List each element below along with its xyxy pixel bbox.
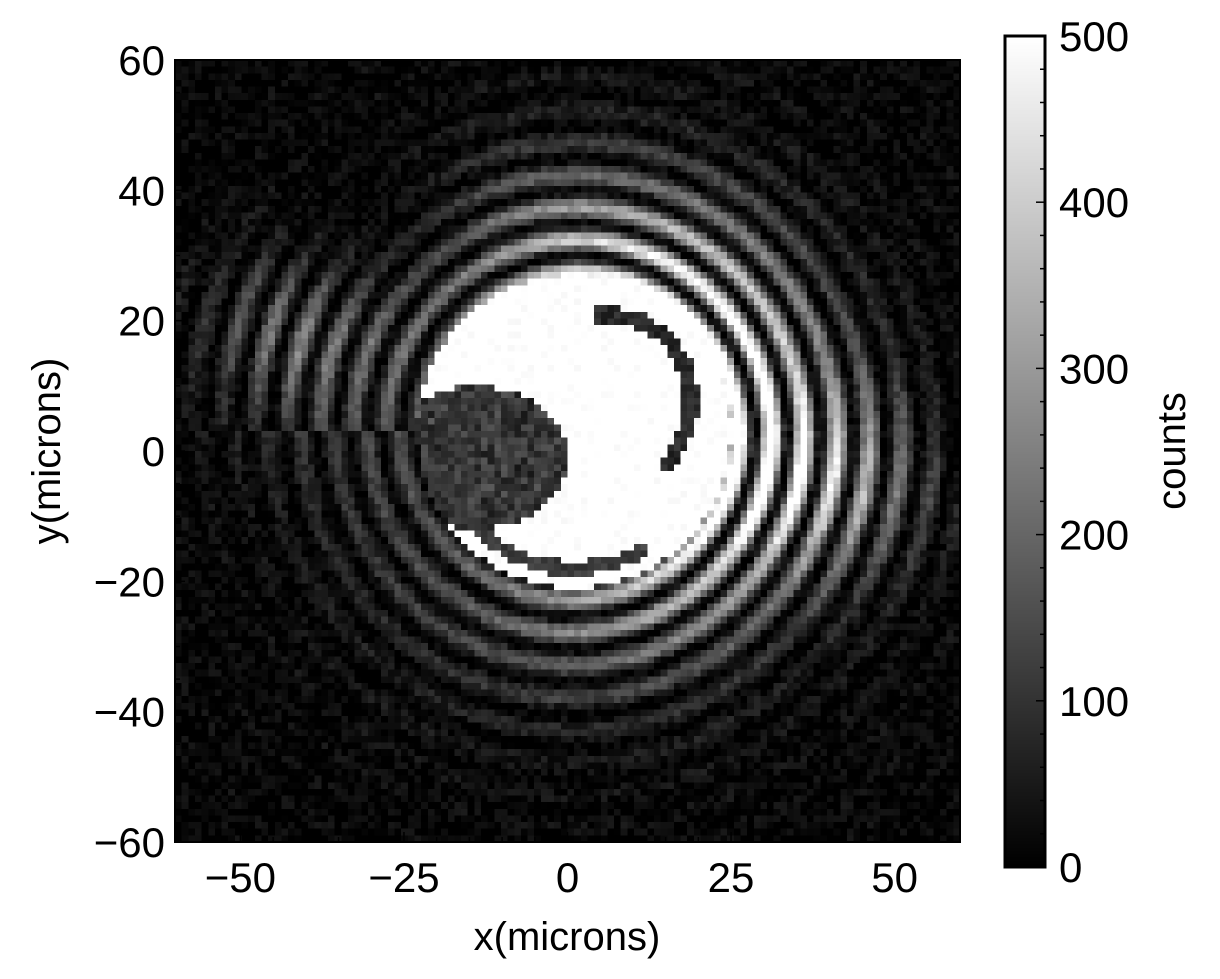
colorbar-ticks: 0 100 200 300 400 500: [1036, 13, 1129, 891]
colorbar-tick-label: 200: [1059, 512, 1129, 559]
y-axis-label: y(microns): [25, 358, 69, 545]
x-tick-label: 25: [708, 854, 755, 901]
colorbar-tick-label: 100: [1059, 678, 1129, 725]
x-axis-ticks: −50 −25 0 25 50: [174, 832, 961, 901]
plot-frame: [174, 59, 961, 843]
colorbar-tick-label: 400: [1059, 179, 1129, 226]
x-tick-label: 50: [871, 854, 918, 901]
colorbar-label: counts: [1150, 392, 1194, 510]
y-tick-label: 0: [142, 428, 165, 475]
y-axis-ticks: −60 −40 −20 0 20 40 60: [94, 37, 185, 866]
x-tick-label: −50: [205, 854, 276, 901]
heatmap-image: [175, 60, 960, 842]
colorbar-tick-label: 300: [1059, 345, 1129, 392]
x-axis-label: x(microns): [474, 915, 661, 959]
y-tick-label: −60: [94, 819, 165, 866]
y-tick-label: 40: [118, 167, 165, 214]
y-tick-label: −20: [94, 558, 165, 605]
y-tick-label: 60: [118, 37, 165, 84]
colorbar-gradient: [1005, 36, 1045, 867]
colorbar-tick-label: 500: [1059, 13, 1129, 60]
x-tick-label: 0: [556, 854, 579, 901]
y-tick-label: 20: [118, 298, 165, 345]
x-tick-label: −25: [368, 854, 439, 901]
colorbar-tick-label: 0: [1059, 844, 1082, 891]
y-tick-label: −40: [94, 689, 165, 736]
colorbar-frame: [1003, 34, 1047, 869]
